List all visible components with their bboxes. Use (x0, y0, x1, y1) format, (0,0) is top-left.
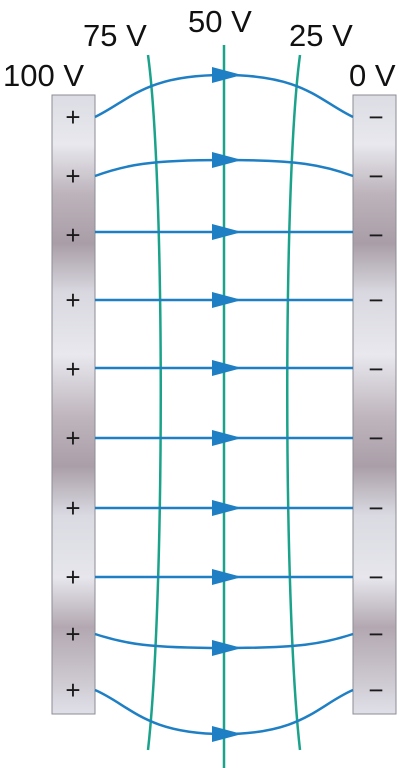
left-plate-voltage-label: 100 V (3, 58, 84, 93)
minus-sign-5: − (368, 354, 383, 384)
minus-sign-2: − (368, 161, 383, 191)
equipotential-25-line (286, 54, 302, 751)
negative-charges: − − − − − − − − − − (368, 102, 383, 705)
left-plate (51, 94, 96, 715)
right-plate (352, 94, 397, 715)
field-arrow-5 (212, 360, 242, 376)
electric-field-lines (94, 67, 354, 742)
field-arrow-10 (212, 726, 242, 742)
plus-sign-3: + (65, 220, 80, 250)
plus-sign-7: + (65, 493, 80, 523)
minus-sign-6: − (368, 423, 383, 453)
minus-sign-8: − (368, 562, 383, 592)
equipotential-75-line (146, 54, 162, 751)
minus-sign-10: − (368, 675, 383, 705)
field-arrow-9 (212, 640, 242, 656)
plus-sign-9: + (65, 619, 80, 649)
plus-sign-2: + (65, 161, 80, 191)
plus-sign-10: + (65, 675, 80, 705)
minus-sign-1: − (368, 102, 383, 132)
plus-sign-5: + (65, 354, 80, 384)
minus-sign-4: − (368, 285, 383, 315)
equipotential-lines (146, 45, 302, 768)
plus-sign-8: + (65, 562, 80, 592)
field-arrow-8 (212, 569, 242, 585)
field-arrow-2 (212, 152, 242, 168)
equipotential-75-label: 75 V (83, 18, 147, 53)
positive-charges: + + + + + + + + + + (65, 102, 80, 705)
plus-sign-6: + (65, 423, 80, 453)
plus-sign-1: + (65, 102, 80, 132)
minus-sign-7: − (368, 493, 383, 523)
right-plate-voltage-label: 0 V (349, 58, 396, 93)
field-arrow-3 (212, 224, 242, 240)
minus-sign-9: − (368, 619, 383, 649)
equipotential-50-label: 50 V (188, 4, 252, 39)
equipotential-25-label: 25 V (289, 18, 353, 53)
field-arrow-1 (212, 67, 242, 83)
field-arrow-7 (212, 500, 242, 516)
minus-sign-3: − (368, 220, 383, 250)
field-arrow-4 (212, 292, 242, 308)
plus-sign-4: + (65, 285, 80, 315)
field-arrow-6 (212, 430, 242, 446)
